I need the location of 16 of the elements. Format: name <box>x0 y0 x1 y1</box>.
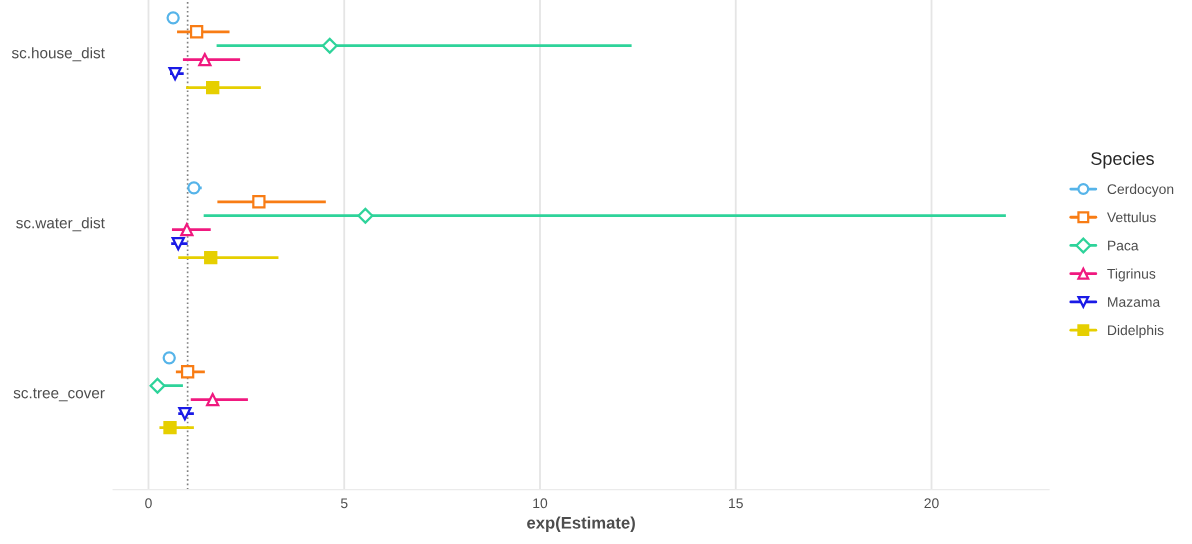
x-tick-label: 10 <box>533 498 548 509</box>
legend-title: Species <box>1091 151 1154 169</box>
y-tick-label: sc.tree_cover <box>13 388 105 402</box>
y-tick-label: sc.house_dist <box>11 47 105 62</box>
x-tick-label: 20 <box>924 498 939 509</box>
legend-label: Mazama <box>1108 297 1161 307</box>
legend-label: Vettulus <box>1106 212 1156 223</box>
x-tick-label: 5 <box>340 498 348 509</box>
legend-label: Didelphis <box>1108 324 1164 338</box>
legend-label: Paca <box>1108 240 1139 251</box>
x-tick-label: 15 <box>729 498 743 509</box>
x-tick-label: 0 <box>145 498 152 509</box>
y-tick-label: sc.water_dist <box>16 217 105 232</box>
legend-label: Cerdocyon <box>1107 183 1174 197</box>
x-axis-title: exp(Estimate) <box>527 516 635 532</box>
legend-label: Tigrinus <box>1107 268 1156 282</box>
